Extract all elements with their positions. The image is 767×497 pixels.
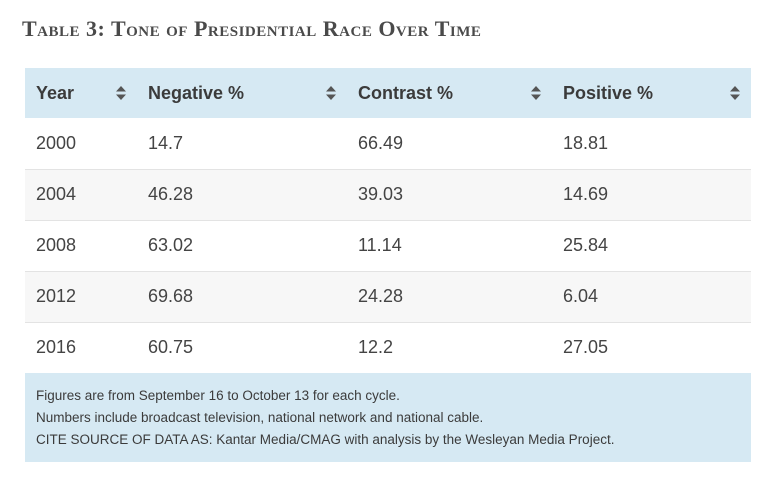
data-table-container: Year Negative % Contrast % Positive %: [25, 68, 751, 462]
table-footnote: Figures are from September 16 to October…: [25, 373, 751, 462]
sort-icon[interactable]: [530, 85, 542, 101]
cell-contrast: 66.49: [347, 118, 552, 170]
column-header-year[interactable]: Year: [25, 68, 137, 118]
table-row: 2008 63.02 11.14 25.84: [25, 220, 751, 272]
column-header-negative[interactable]: Negative %: [137, 68, 347, 118]
cell-negative: 14.7: [137, 118, 347, 170]
cell-positive: 25.84: [552, 220, 751, 272]
cell-positive: 18.81: [552, 118, 751, 170]
cell-negative: 46.28: [137, 169, 347, 221]
column-header-label: Contrast %: [358, 82, 454, 103]
footnote-line: Figures are from September 16 to October…: [36, 388, 400, 403]
cell-negative: 60.75: [148, 337, 194, 358]
cell-contrast: 11.14: [347, 220, 552, 272]
cell-positive: 27.05: [563, 337, 609, 358]
cell-positive: 14.69: [552, 169, 751, 221]
footnote-line: CITE SOURCE OF DATA AS: Kantar Media/CMA…: [36, 432, 615, 447]
cell-year: 2004: [25, 169, 137, 221]
cell-year: 2000: [25, 118, 137, 170]
cell-year: 2012: [25, 271, 137, 323]
sort-icon[interactable]: [115, 85, 127, 101]
cell-contrast: 39.03: [347, 169, 552, 221]
column-header-label: Negative %: [148, 82, 245, 103]
column-header-contrast[interactable]: Contrast %: [347, 68, 552, 118]
cell-contrast: 24.28: [347, 271, 552, 323]
cell-contrast: 12.2: [358, 337, 394, 358]
table-row: 2000 14.7 66.49 18.81: [25, 118, 751, 170]
column-header-label: Year: [36, 82, 75, 103]
table-row: 2016 60.75 12.2 27.05: [25, 322, 751, 373]
sort-icon[interactable]: [729, 85, 741, 101]
cell-negative: 63.02: [137, 220, 347, 272]
table-row: 2004 46.28 39.03 14.69: [25, 169, 751, 221]
sort-icon[interactable]: [325, 85, 337, 101]
cell-year: 2008: [25, 220, 137, 272]
cell-negative: 69.68: [137, 271, 347, 323]
table-row: 2012 69.68 24.28 6.04: [25, 271, 751, 323]
footnote-line: Numbers include broadcast television, na…: [36, 410, 484, 425]
table-body: 2000 14.7 66.49 18.81 2004 46.28 39.03 1…: [25, 118, 751, 373]
column-header-label: Positive %: [563, 82, 654, 103]
table-header: Year Negative % Contrast % Positive %: [25, 68, 751, 118]
table-title: Table 3: Tone of Presidential Race Over …: [22, 16, 482, 41]
header-row: Year Negative % Contrast % Positive %: [25, 68, 751, 118]
data-table: Year Negative % Contrast % Positive %: [25, 68, 751, 373]
column-header-positive[interactable]: Positive %: [552, 68, 751, 118]
cell-year: 2016: [36, 337, 77, 358]
cell-positive: 6.04: [552, 271, 751, 323]
